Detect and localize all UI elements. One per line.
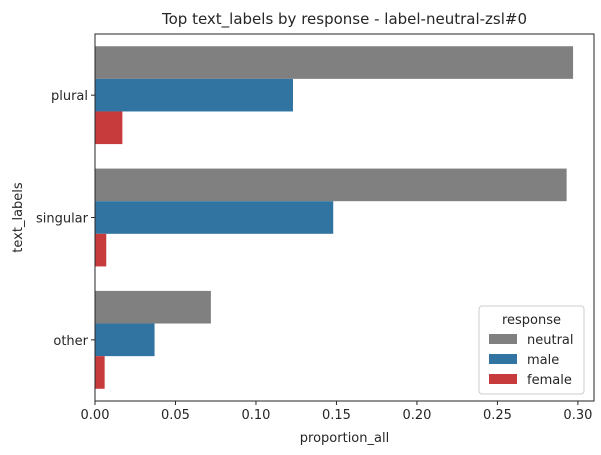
legend-box bbox=[478, 305, 585, 395]
x-axis: 0.00 0.05 0.10 0.15 0.20 0.25 0.30 bbox=[81, 401, 592, 423]
bar-male-plural bbox=[95, 78, 293, 112]
chart-title: Top text_labels by response - label-neut… bbox=[161, 10, 527, 29]
legend-title: response bbox=[502, 313, 561, 328]
legend-swatch-male bbox=[489, 354, 517, 364]
x-tick-label: 0.30 bbox=[563, 408, 592, 423]
x-tick-label: 0.00 bbox=[81, 408, 110, 423]
legend-label-male: male bbox=[527, 353, 559, 368]
y-tick-label-singular: singular bbox=[36, 212, 89, 227]
y-axis: plural singular other bbox=[36, 89, 95, 349]
legend-label-female: female bbox=[527, 373, 572, 388]
y-tick-label-plural: plural bbox=[51, 89, 88, 104]
bars-layer bbox=[95, 46, 574, 389]
bar-female-other bbox=[95, 356, 105, 389]
bar-neutral-other bbox=[95, 290, 211, 324]
bar-male-other bbox=[95, 323, 155, 357]
bar-male-singular bbox=[95, 201, 334, 234]
x-tick-label: 0.05 bbox=[161, 408, 190, 423]
x-tick-label: 0.10 bbox=[241, 408, 270, 423]
legend-label-neutral: neutral bbox=[527, 333, 574, 348]
x-tick-label: 0.20 bbox=[402, 408, 431, 423]
legend-swatch-neutral bbox=[489, 334, 517, 344]
bar-female-plural bbox=[95, 111, 123, 145]
x-tick-label: 0.25 bbox=[483, 408, 512, 423]
bar-neutral-singular bbox=[95, 168, 567, 202]
bar-neutral-plural bbox=[95, 46, 574, 79]
legend: response neutral male female bbox=[478, 305, 585, 395]
x-tick-label: 0.15 bbox=[322, 408, 351, 423]
y-axis-label: text_labels bbox=[11, 182, 26, 253]
y-tick-label-other: other bbox=[53, 334, 88, 349]
legend-swatch-female bbox=[489, 374, 517, 384]
x-axis-label: proportion_all bbox=[300, 431, 389, 446]
bar-female-singular bbox=[95, 233, 107, 267]
